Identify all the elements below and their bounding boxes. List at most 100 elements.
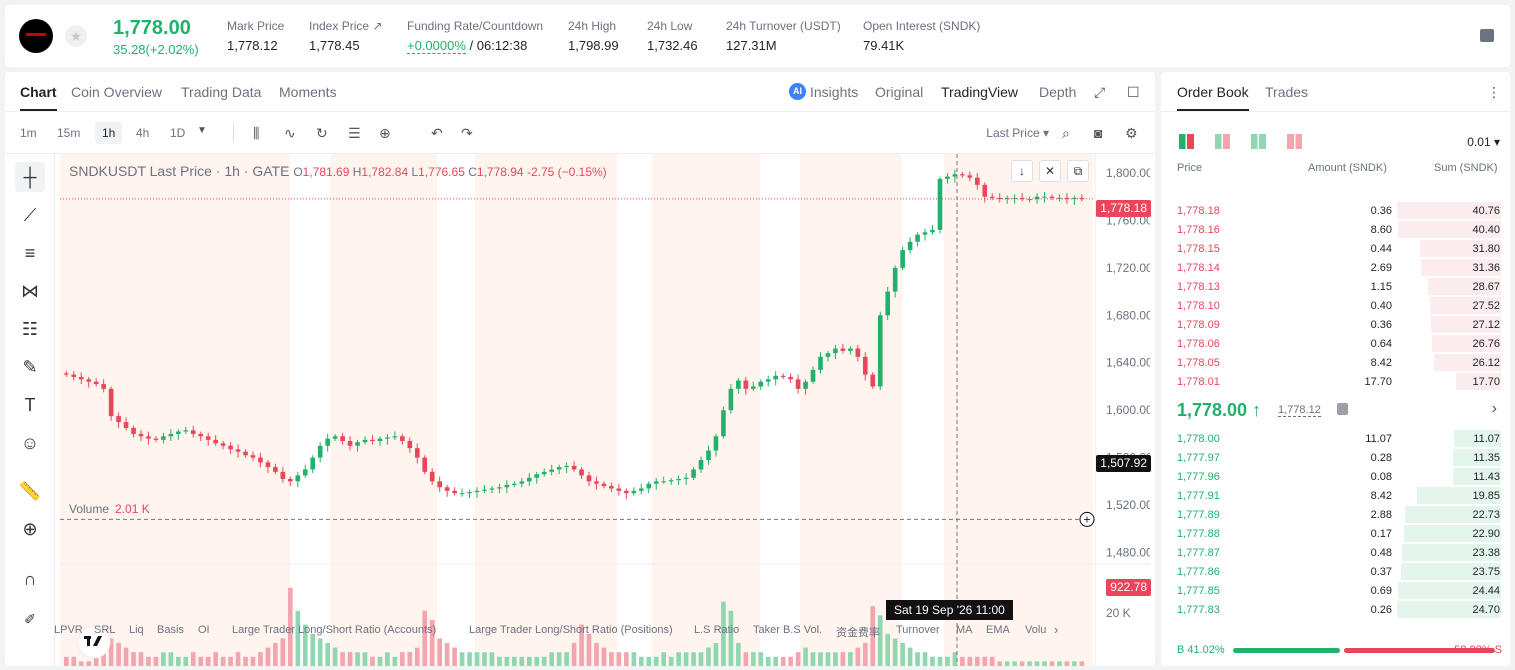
- indicator-item[interactable]: 资金费率: [836, 627, 880, 639]
- candle-body: [1042, 196, 1047, 198]
- redo-icon[interactable]: ↷: [461, 125, 473, 141]
- bid-row[interactable]: 1,777.87 0.48 23.38: [1161, 543, 1510, 562]
- book-icon[interactable]: [1480, 29, 1494, 42]
- candle-body: [788, 376, 793, 380]
- candlestick-chart[interactable]: 1,800.001,760.001,720.001,680.001,640.00…: [60, 154, 1150, 666]
- tab-trades[interactable]: Trades: [1265, 84, 1309, 100]
- ask-row[interactable]: 1,778.13 1.15 28.67: [1161, 277, 1510, 296]
- more-menu-icon[interactable]: ⋮: [1487, 84, 1501, 100]
- volume-bar: [467, 652, 472, 666]
- ask-row[interactable]: 1,778.10 0.40 27.52: [1161, 296, 1510, 315]
- tab-coin-overview[interactable]: Coin Overview: [71, 84, 163, 100]
- indicator-item[interactable]: L.S Ratio: [694, 624, 740, 636]
- zoom-in-icon[interactable]: ⊕: [22, 519, 38, 539]
- ask-row[interactable]: 1,778.09 0.36 27.12: [1161, 315, 1510, 334]
- ask-row[interactable]: 1,778.16 8.60 40.40: [1161, 220, 1510, 239]
- brush-icon[interactable]: ✎: [22, 357, 38, 377]
- bid-row[interactable]: 1,777.88 0.17 22.90: [1161, 524, 1510, 543]
- ask-row[interactable]: 1,778.06 0.64 26.76: [1161, 334, 1510, 353]
- bid-row[interactable]: 1,777.85 0.69 24.44: [1161, 581, 1510, 600]
- ask-amount: 8.60: [1370, 224, 1392, 236]
- indicator-item[interactable]: Taker B.S Vol.: [753, 624, 823, 636]
- horizontal-lines-icon[interactable]: ≡: [24, 243, 36, 263]
- compare-icon[interactable]: ↻: [316, 125, 328, 141]
- expand-icon[interactable]: ⤢: [1094, 84, 1106, 100]
- ask-row[interactable]: 1,778.05 8.42 26.12: [1161, 353, 1510, 372]
- ask-row[interactable]: 1,778.14 2.69 31.36: [1161, 258, 1510, 277]
- indicator-item[interactable]: EMA: [986, 624, 1010, 636]
- camera-icon[interactable]: ◙: [1094, 125, 1103, 141]
- view-original[interactable]: Original: [875, 84, 924, 100]
- bid-row[interactable]: 1,777.97 0.28 11.35: [1161, 448, 1510, 467]
- close-icon[interactable]: ✕: [1039, 160, 1061, 182]
- bid-row[interactable]: 1,777.96 0.08 11.43: [1161, 467, 1510, 486]
- view-tradingview[interactable]: TradingView: [941, 84, 1019, 100]
- timeframe-1d[interactable]: 1D: [170, 126, 186, 140]
- timeframe-4h[interactable]: 4h: [136, 126, 150, 140]
- tab-order-book[interactable]: Order Book: [1177, 84, 1249, 111]
- indicator-item[interactable]: Volu: [1025, 624, 1047, 636]
- add-indicator-icon[interactable]: ⊕: [379, 125, 391, 141]
- layout-split-icon[interactable]: [1215, 134, 1230, 149]
- price-source-select[interactable]: Last Price ▾: [986, 126, 1049, 140]
- bid-row[interactable]: 1,777.89 2.88 22.73: [1161, 505, 1510, 524]
- fib-icon[interactable]: ☷: [21, 319, 39, 339]
- magnet-icon[interactable]: ∩: [23, 569, 37, 589]
- indicator-item[interactable]: OI: [198, 624, 210, 636]
- volume-bar: [213, 652, 218, 666]
- crosshair-icon[interactable]: ┼: [15, 162, 45, 192]
- indicators-icon[interactable]: ∿: [284, 125, 296, 141]
- ask-depth-bar: [1397, 202, 1501, 219]
- indicator-item[interactable]: Basis: [157, 624, 184, 636]
- tick-size-select[interactable]: 0.01 ▾: [1467, 135, 1500, 149]
- templates-icon[interactable]: ☰: [348, 125, 361, 141]
- favorite-star-icon[interactable]: ★: [65, 25, 87, 47]
- indicator-item[interactable]: Turnover: [896, 624, 940, 636]
- indicator-item[interactable]: Large Trader Long/Short Ratio (Positions…: [469, 624, 673, 636]
- undo-icon[interactable]: ↶: [431, 125, 443, 141]
- mid-price-row[interactable]: 1,778.00 ↑ 1,778.12 ›: [1177, 400, 1497, 424]
- timeframe-dropdown-icon[interactable]: ▼: [197, 125, 207, 136]
- indicator-item[interactable]: LPVR: [54, 624, 83, 636]
- indicator-item[interactable]: SRL: [94, 624, 116, 636]
- pencil-lock-icon[interactable]: ✐: [24, 611, 36, 627]
- timeframe-15m[interactable]: 15m: [57, 126, 81, 140]
- indicator-item[interactable]: Large Trader Long/Short Ratio (Accounts): [232, 624, 437, 636]
- timeframe-1m[interactable]: 1m: [20, 126, 37, 140]
- ask-row[interactable]: 1,778.15 0.44 31.80: [1161, 239, 1510, 258]
- ask-row[interactable]: 1,778.18 0.36 40.76: [1161, 201, 1510, 220]
- emoji-icon[interactable]: ☺: [20, 433, 40, 453]
- tab-chart[interactable]: Chart: [20, 84, 57, 111]
- indicator-item[interactable]: MA: [956, 624, 973, 636]
- search-icon[interactable]: ⌕: [1062, 125, 1070, 141]
- window-icon[interactable]: ☐: [1127, 84, 1140, 100]
- pattern-icon[interactable]: ⋈: [21, 281, 39, 301]
- indicator-scroll-right-icon[interactable]: ›: [1054, 622, 1059, 637]
- bid-row[interactable]: 1,778.00 11.07 11.07: [1161, 429, 1510, 448]
- collapse-down-icon[interactable]: ↓: [1011, 160, 1033, 182]
- view-insights[interactable]: Insights: [810, 84, 859, 100]
- ruler-icon[interactable]: 📏: [18, 481, 42, 501]
- bid-row[interactable]: 1,777.83 0.26 24.70: [1161, 600, 1510, 619]
- candle-body: [541, 471, 547, 475]
- view-depth[interactable]: Depth: [1039, 84, 1077, 100]
- indicator-item[interactable]: Liq: [129, 624, 144, 636]
- maximize-icon[interactable]: ⧉: [1067, 160, 1089, 182]
- bid-row[interactable]: 1,777.86 0.37 23.75: [1161, 562, 1510, 581]
- ask-row[interactable]: 1,778.01 17.70 17.70: [1161, 372, 1510, 391]
- settings-gear-icon[interactable]: ⚙: [1125, 125, 1138, 141]
- ask-amount: 1.15: [1370, 281, 1392, 293]
- layout-bids-icon[interactable]: [1251, 134, 1266, 149]
- tab-moments[interactable]: Moments: [279, 84, 337, 100]
- candle-type-icon[interactable]: ⫼: [253, 125, 260, 141]
- layout-both-icon[interactable]: [1179, 134, 1194, 149]
- chevron-right-icon[interactable]: ›: [1491, 400, 1497, 417]
- bid-row[interactable]: 1,777.91 8.42 19.85: [1161, 486, 1510, 505]
- legend-low: 1,776.65: [418, 165, 465, 179]
- layout-asks-icon[interactable]: [1287, 134, 1302, 149]
- text-icon[interactable]: T: [24, 395, 36, 415]
- trendline-icon[interactable]: ⟋: [23, 205, 37, 225]
- timeframe-1h[interactable]: 1h: [95, 122, 123, 144]
- candle-body: [1027, 199, 1032, 201]
- tab-trading-data[interactable]: Trading Data: [181, 84, 262, 100]
